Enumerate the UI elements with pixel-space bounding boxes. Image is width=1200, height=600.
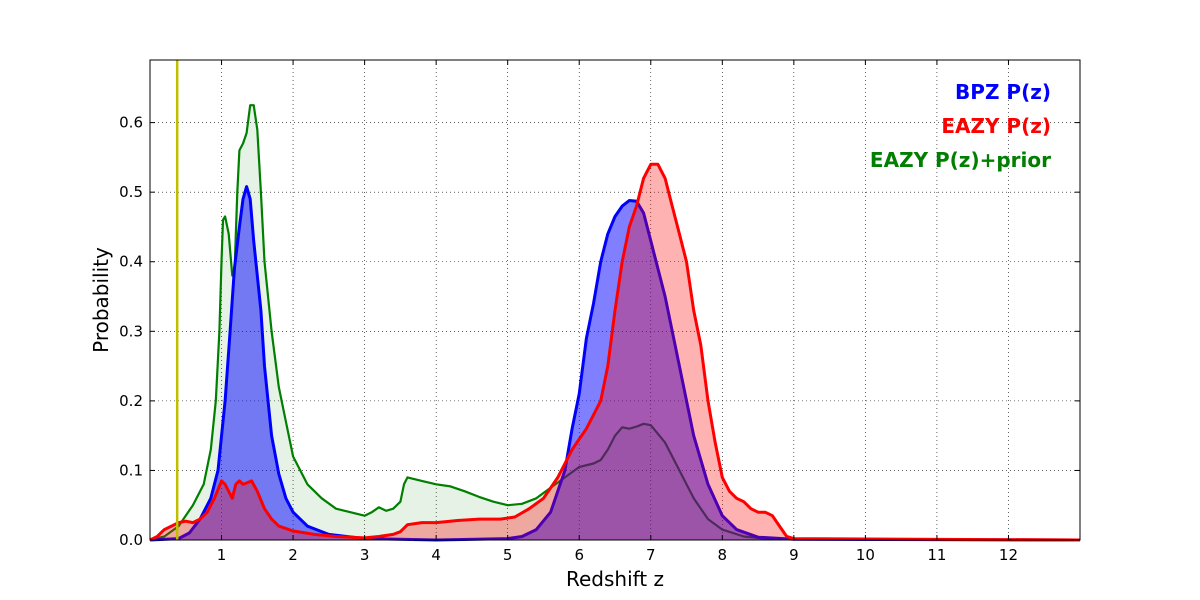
x-tick-label: 5 (503, 546, 513, 564)
x-tick-label: 7 (646, 546, 656, 564)
x-axis-title: Redshift z (566, 567, 664, 591)
area-bpz-p-z (150, 186, 1080, 540)
x-tick-label: 8 (718, 546, 728, 564)
y-tick-label: 0.3 (119, 322, 143, 340)
legend: BPZ P(z) EAZY P(z) EAZY P(z)+prior (870, 80, 1051, 172)
area-eazy-p-z (150, 164, 1080, 541)
y-tick-label: 0.1 (119, 461, 143, 479)
x-tick-label: 9 (789, 546, 799, 564)
y-tick-label: 0.6 (119, 114, 143, 132)
x-tick-label: 11 (927, 546, 946, 564)
x-tick-label: 1 (217, 546, 227, 564)
x-tick-label: 6 (574, 546, 584, 564)
y-axis-title: Probability (89, 247, 113, 353)
y-tick-label: 0.0 (119, 531, 143, 549)
x-tick-label: 3 (360, 546, 370, 564)
y-tick-label: 0.2 (119, 392, 143, 410)
x-tick-label: 10 (856, 546, 875, 564)
line-bpz-p-z (149, 185, 1081, 542)
x-tick-label: 2 (288, 546, 298, 564)
axis-ticks: 1 2 3 4 5 6 7 8 9 10 11 120.00.10.20.30.40.50.6 (119, 60, 1080, 564)
legend-label-eazy-prior: EAZY P(z)+prior (870, 148, 1051, 172)
legend-label-eazy: EAZY P(z) (941, 114, 1051, 138)
x-tick-label: 4 (431, 546, 441, 564)
legend-label-bpz: BPZ P(z) (955, 80, 1051, 104)
y-tick-label: 0.4 (119, 253, 143, 271)
x-tick-label: 12 (999, 546, 1018, 564)
y-tick-label: 0.5 (119, 183, 143, 201)
line-eazy-p-z (149, 162, 1081, 542)
series-layer (149, 104, 1081, 542)
plot-frame (149, 59, 1081, 541)
